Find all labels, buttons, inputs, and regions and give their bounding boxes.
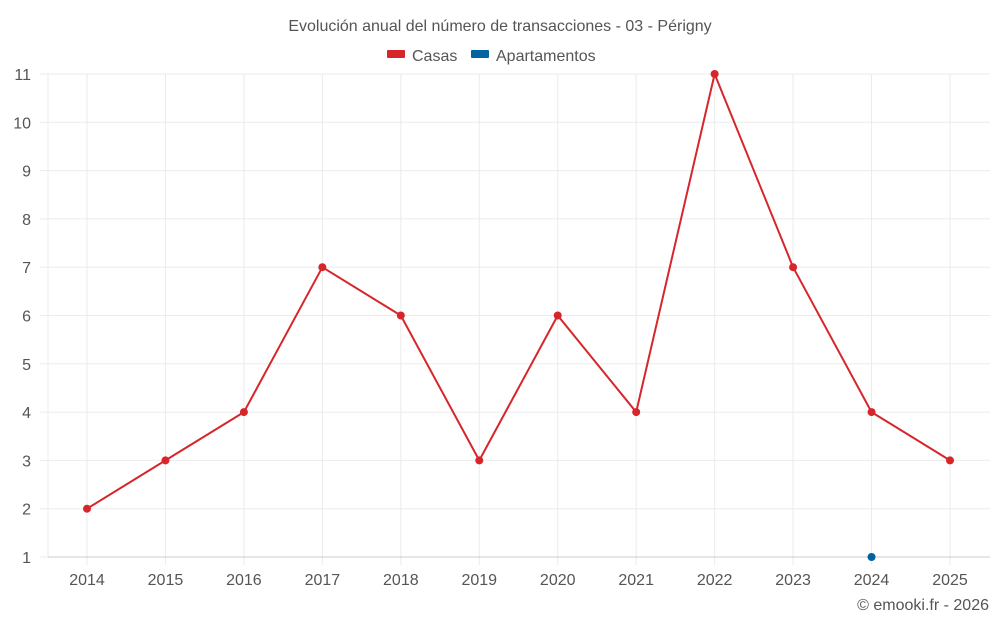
- data-point[interactable]: [789, 263, 798, 272]
- x-tick-label: 2016: [226, 572, 262, 589]
- y-tick-label: 2: [22, 502, 31, 519]
- data-point[interactable]: [239, 408, 248, 417]
- legend-label-apartamentos: Apartamentos: [496, 48, 596, 65]
- y-tick-label: 1: [22, 550, 31, 567]
- x-axis: 2014 2015 2016 2017 2018 2019 2020 2021 2022 2023…: [48, 556, 990, 589]
- x-tick-label: 2018: [383, 572, 419, 589]
- legend-swatch-casas: [387, 50, 405, 58]
- series-casas: [83, 70, 954, 513]
- data-point[interactable]: [710, 70, 719, 78]
- x-tick-label: 2020: [540, 572, 576, 589]
- grid-lines: [40, 73, 990, 565]
- y-tick-label: 5: [22, 357, 31, 374]
- plot-series: [83, 70, 954, 561]
- legend-label-casas: Casas: [412, 48, 457, 65]
- data-point[interactable]: [83, 504, 91, 513]
- chart-title: Evolución anual del número de transaccio…: [288, 18, 711, 35]
- data-point[interactable]: [632, 408, 641, 417]
- legend-swatch-apartamentos: [471, 50, 489, 58]
- y-axis: 1 2 3 4 5 6 7 8 9 10 11: [13, 67, 31, 567]
- x-tick-label: 2019: [461, 572, 497, 589]
- series-apartamentos: [867, 553, 876, 561]
- data-point[interactable]: [867, 408, 876, 417]
- y-tick-label: 8: [22, 212, 31, 229]
- y-tick-label: 3: [22, 453, 31, 470]
- y-tick-label: 9: [22, 164, 31, 181]
- x-tick-label: 2021: [618, 572, 654, 589]
- x-tick-label: 2022: [697, 572, 733, 589]
- y-tick-label: 7: [22, 260, 31, 277]
- x-tick-label: 2024: [854, 572, 890, 589]
- y-tick-label: 4: [22, 405, 31, 422]
- x-tick-label: 2023: [775, 572, 811, 589]
- y-tick-label: 11: [14, 67, 31, 84]
- data-point[interactable]: [553, 311, 562, 320]
- y-tick-label: 10: [13, 115, 31, 132]
- data-point[interactable]: [946, 456, 954, 465]
- data-point[interactable]: [396, 311, 405, 320]
- credit-text: © emooki.fr - 2026: [857, 597, 989, 614]
- y-tick-label: 6: [22, 309, 31, 326]
- data-point[interactable]: [475, 456, 484, 465]
- data-point[interactable]: [867, 553, 876, 561]
- data-point[interactable]: [318, 263, 327, 272]
- x-tick-label: 2017: [305, 572, 341, 589]
- x-tick-label: 2015: [148, 572, 184, 589]
- data-point[interactable]: [161, 456, 170, 465]
- legend: Casas Apartamentos: [387, 48, 596, 65]
- x-tick-label: 2014: [69, 572, 105, 589]
- series-line: [86, 73, 951, 510]
- x-tick-label: 2025: [932, 572, 968, 589]
- legend-item-apartamentos[interactable]: Apartamentos: [471, 48, 596, 65]
- legend-item-casas[interactable]: Casas: [387, 48, 457, 65]
